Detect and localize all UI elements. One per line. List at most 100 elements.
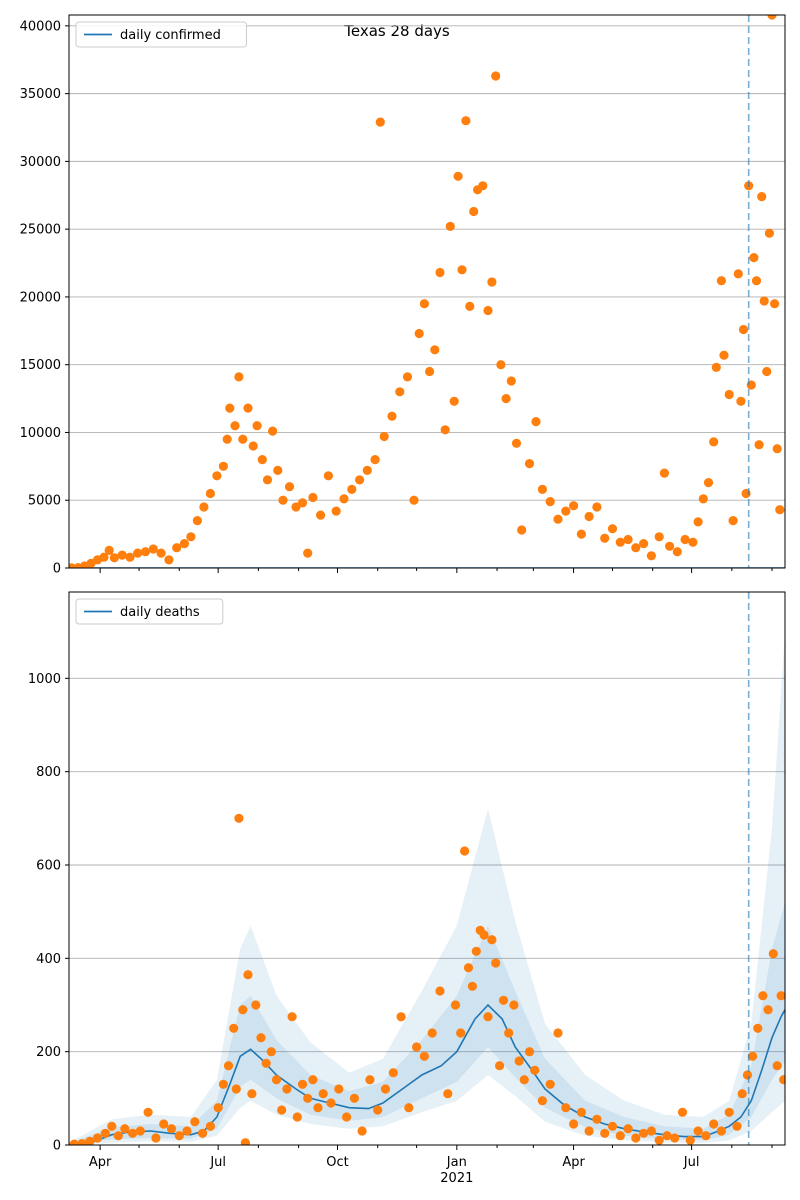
observed-point bbox=[703, 478, 714, 488]
observed-point bbox=[456, 1028, 466, 1038]
observed-point bbox=[262, 475, 273, 485]
observed-point bbox=[453, 171, 463, 181]
plot-area bbox=[69, 15, 785, 568]
observed-point bbox=[355, 475, 365, 485]
observed-point bbox=[561, 506, 571, 516]
observed-point bbox=[365, 1075, 375, 1085]
observed-point bbox=[212, 471, 222, 481]
observed-point bbox=[514, 1056, 524, 1066]
observed-point bbox=[342, 1112, 352, 1122]
observed-point bbox=[733, 269, 743, 279]
observed-point bbox=[297, 498, 308, 508]
observed-point bbox=[770, 299, 780, 309]
observed-point bbox=[506, 376, 516, 386]
observed-point bbox=[395, 387, 405, 397]
observed-point bbox=[396, 1012, 406, 1022]
observed-point bbox=[331, 506, 341, 516]
observed-point bbox=[213, 1103, 223, 1113]
observed-point bbox=[607, 1121, 618, 1131]
observed-point bbox=[698, 494, 708, 504]
observed-point bbox=[109, 553, 119, 563]
y-tick-label: 200 bbox=[36, 1045, 61, 1060]
observed-point bbox=[753, 1023, 763, 1033]
observed-point bbox=[569, 501, 579, 511]
observed-point bbox=[449, 396, 459, 406]
observed-point bbox=[772, 444, 782, 454]
observed-point bbox=[435, 267, 445, 278]
y-tick-label: 800 bbox=[36, 765, 61, 780]
observed-point bbox=[607, 524, 618, 534]
observed-point bbox=[685, 1135, 695, 1145]
observed-point bbox=[334, 1084, 344, 1094]
observed-point bbox=[524, 1047, 535, 1057]
observed-point bbox=[742, 1070, 753, 1080]
observed-point bbox=[435, 986, 445, 996]
observed-point bbox=[584, 511, 594, 522]
observed-point bbox=[732, 1121, 742, 1131]
observed-point bbox=[479, 930, 489, 940]
observed-point bbox=[748, 1051, 758, 1061]
observed-point bbox=[238, 1005, 248, 1015]
observed-point bbox=[498, 995, 509, 1005]
observed-point bbox=[487, 277, 497, 287]
observed-point bbox=[135, 1126, 145, 1136]
observed-point bbox=[234, 372, 244, 382]
observed-point bbox=[248, 441, 258, 451]
y-tick-label: 20000 bbox=[20, 290, 61, 305]
observed-point bbox=[461, 116, 471, 126]
observed-point bbox=[179, 539, 189, 549]
observed-point bbox=[677, 1107, 688, 1117]
observed-point bbox=[511, 438, 522, 448]
observed-point bbox=[166, 1124, 177, 1134]
observed-point bbox=[198, 1128, 208, 1138]
observed-point bbox=[85, 1136, 95, 1145]
observed-point bbox=[646, 551, 657, 561]
observed-point bbox=[724, 1107, 734, 1117]
observed-point bbox=[751, 276, 762, 286]
observed-point bbox=[362, 465, 372, 475]
observed-point bbox=[600, 1128, 610, 1138]
observed-point bbox=[496, 360, 506, 370]
prediction-band bbox=[69, 631, 785, 1145]
observed-point bbox=[117, 550, 127, 560]
observed-point bbox=[308, 492, 318, 503]
legend: daily confirmed bbox=[75, 21, 247, 48]
observed-point bbox=[623, 1124, 633, 1134]
observed-point bbox=[190, 1117, 200, 1127]
observed-point bbox=[443, 1089, 453, 1099]
observed-point bbox=[757, 192, 767, 202]
observed-point bbox=[584, 1126, 594, 1136]
observed-point bbox=[693, 1126, 703, 1136]
observed-point bbox=[231, 1084, 241, 1094]
observed-point bbox=[762, 366, 772, 377]
observed-point bbox=[243, 403, 253, 413]
observed-point bbox=[639, 539, 649, 549]
observed-point bbox=[654, 532, 664, 542]
y-tick-label: 25000 bbox=[20, 223, 61, 238]
observed-point bbox=[373, 1105, 383, 1115]
observed-point bbox=[631, 543, 641, 553]
observed-point bbox=[716, 1126, 727, 1136]
observed-point bbox=[156, 548, 166, 558]
x-tick-label: Jan bbox=[446, 1155, 467, 1170]
observed-point bbox=[303, 548, 313, 558]
observed-point bbox=[218, 1079, 228, 1089]
y-tick-label: 30000 bbox=[20, 155, 61, 170]
observed-point bbox=[592, 1114, 602, 1124]
observed-point bbox=[519, 1075, 529, 1085]
observed-point bbox=[229, 1023, 239, 1033]
observed-point bbox=[77, 1139, 87, 1145]
observed-point bbox=[592, 502, 602, 512]
observed-point bbox=[537, 484, 548, 494]
observed-point bbox=[654, 1135, 664, 1145]
observed-point bbox=[615, 537, 625, 547]
observed-point bbox=[576, 1107, 587, 1117]
observed-point bbox=[238, 434, 248, 444]
observed-point bbox=[775, 505, 785, 515]
observed-point bbox=[623, 534, 633, 545]
x-tick-label: Oct bbox=[326, 1155, 348, 1170]
observed-point bbox=[680, 534, 690, 545]
observed-point bbox=[69, 1139, 79, 1145]
observed-point bbox=[339, 494, 349, 504]
